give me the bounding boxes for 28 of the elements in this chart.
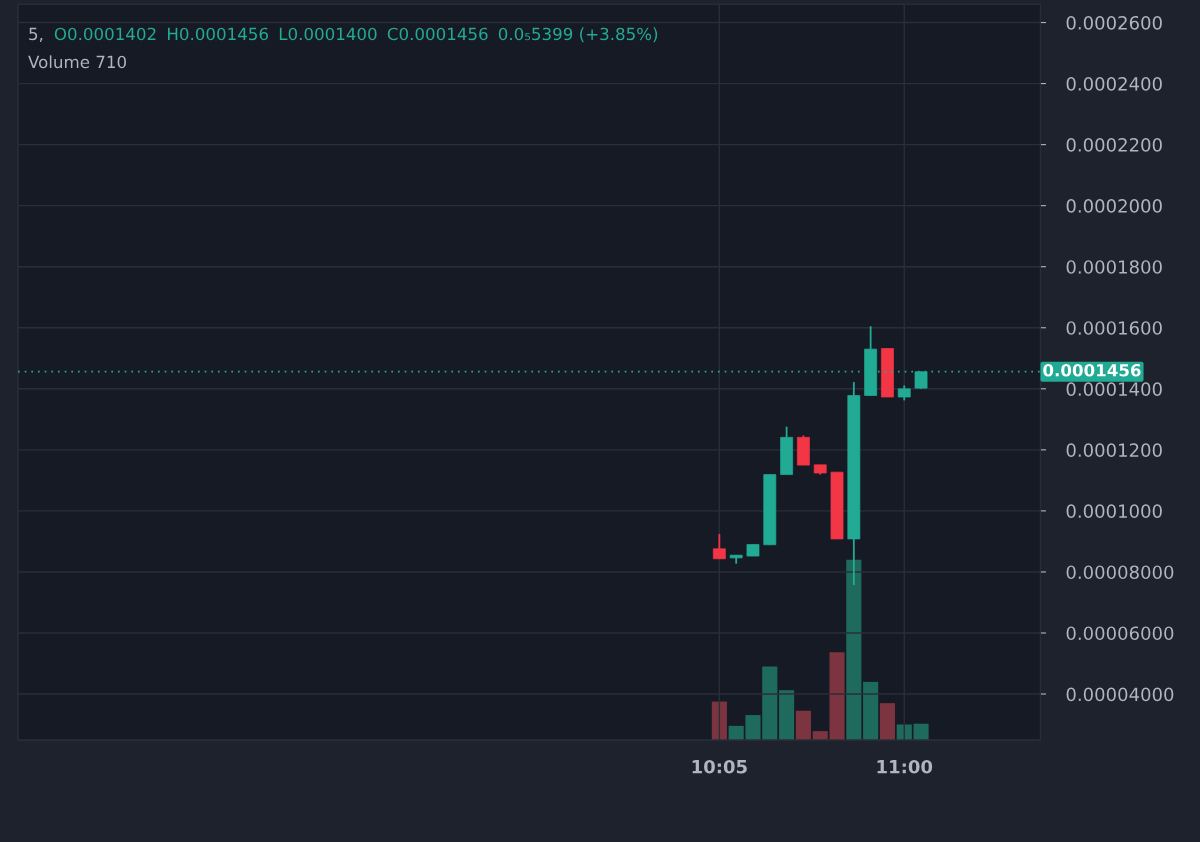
bar (863, 681, 879, 741)
bar (879, 703, 896, 741)
annotation: C0.0001456 (387, 27, 488, 41)
annotation: H0.0001456 (168, 27, 268, 41)
x-tick-label: 11:00 (877, 759, 933, 774)
y-tick-label: 0.0001000 (1066, 504, 1162, 519)
bar (779, 690, 795, 741)
ref-line-label: 0.0001456 (1043, 363, 1141, 377)
bar (846, 559, 862, 741)
y-tick-label: 0.0002200 (1066, 138, 1162, 152)
text: 5, (29, 27, 43, 42)
y-tick-label: 0.0002000 (1066, 199, 1162, 213)
y-tick-label: 0.00006000 (1066, 626, 1174, 641)
y-tick-label: 0.00008000 (1066, 565, 1174, 580)
annotation: L0.0001400 (279, 27, 377, 41)
bar (795, 710, 811, 741)
y-tick-label: 0.0001600 (1066, 321, 1162, 335)
y-tick-label: 0.0001800 (1066, 260, 1162, 274)
x-tick-label: 10:05 (692, 759, 747, 774)
text: Volume 710 (28, 55, 126, 69)
candlestick (712, 533, 726, 560)
y-tick-label: 0.00004000 (1066, 687, 1174, 702)
y-tick-label: 0.0002600 (1066, 15, 1162, 30)
y-tick-label: 0.0001400 (1066, 382, 1162, 396)
y-tick-label: 0.0002400 (1066, 77, 1162, 91)
annotation: O0.0001402 (54, 27, 156, 41)
y-tick-label: 0.0001200 (1066, 443, 1162, 457)
annotation: 0.0₅5399 (+3.85%) (498, 27, 658, 43)
